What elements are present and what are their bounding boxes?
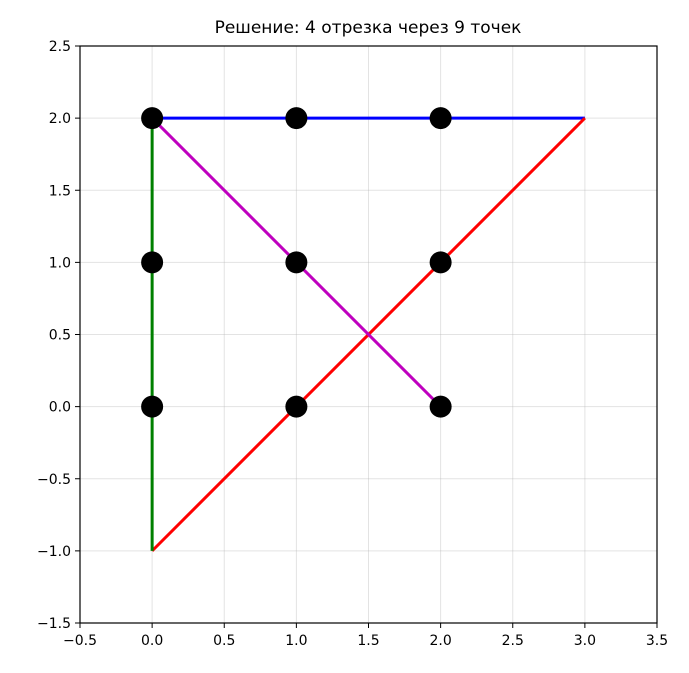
x-tick-label: 3.0: [574, 633, 596, 649]
x-tick-label: 0.0: [141, 633, 163, 649]
y-tick-label: −1.5: [37, 616, 71, 632]
x-tick-label: 2.0: [429, 633, 451, 649]
ticks: −0.5 0.0 0.5 1.0 1.5 2.0 2.5 3.0 3.5 −1.5 −1.0 −0.5…: [37, 39, 668, 649]
x-tick-label: 0.5: [213, 633, 235, 649]
data-point: [429, 251, 452, 274]
data-point: [285, 395, 308, 418]
x-tick-label: 3.5: [646, 633, 668, 649]
data-point: [429, 107, 452, 130]
y-tick-label: −1.0: [37, 544, 71, 560]
x-tick-label: −0.5: [63, 633, 97, 649]
data-point: [285, 107, 308, 130]
points: [141, 107, 452, 418]
data-point: [141, 251, 164, 274]
chart-title: Решение: 4 отрезка через 9 точек: [215, 18, 522, 38]
x-tick-label: 1.0: [285, 633, 307, 649]
y-tick-label: 2.0: [49, 111, 71, 127]
y-tick-label: 0.5: [49, 328, 71, 344]
y-tick-label: 1.0: [49, 255, 71, 271]
y-tick-label: −0.5: [37, 472, 71, 488]
y-tick-label: 1.5: [49, 183, 71, 199]
x-tick-label: 1.5: [357, 633, 379, 649]
y-tick-label: 2.5: [49, 39, 71, 55]
data-point: [141, 107, 164, 130]
y-tick-label: 0.0: [49, 400, 71, 416]
data-point: [285, 251, 308, 274]
data-point: [141, 395, 164, 418]
data-point: [429, 395, 452, 418]
x-tick-label: 2.5: [502, 633, 524, 649]
